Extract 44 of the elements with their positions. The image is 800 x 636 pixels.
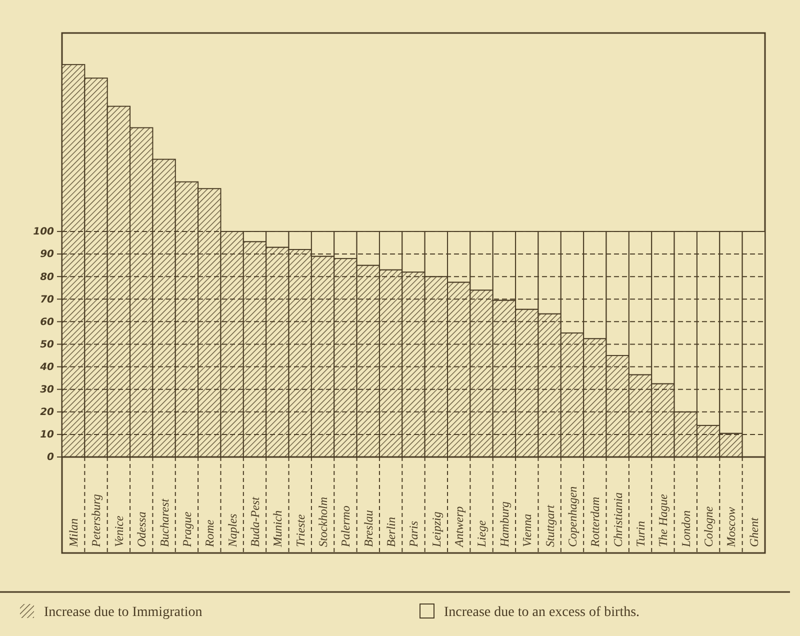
x-tick-label: Christiania	[610, 492, 625, 547]
x-tick-label: Munich	[270, 510, 285, 548]
x-tick-label: Stuttgart	[542, 504, 557, 547]
y-tick-label: 90	[40, 249, 54, 260]
x-tick-label: Prague	[180, 511, 194, 548]
x-tick-label: The Hague	[656, 493, 670, 547]
y-tick-label: 70	[40, 294, 54, 306]
x-tick-label: Liege	[474, 520, 489, 548]
y-tick-label: 0	[47, 452, 54, 464]
x-tick-label: London	[678, 510, 693, 548]
x-tick-label: Bucharest	[157, 498, 172, 547]
x-tick-label: Palermo	[338, 506, 353, 548]
x-tick-label: Breslau	[361, 510, 376, 547]
x-tick-label: Antwerp	[452, 506, 466, 548]
x-tick-label: Paris	[406, 520, 421, 548]
x-tick-label: Vienna	[520, 514, 534, 547]
x-tick-label: Stockholm	[316, 496, 330, 547]
x-tick-label: Cologne	[702, 506, 716, 547]
x-tick-label: Rome	[202, 519, 217, 548]
x-tick-label: Turin	[633, 520, 648, 547]
x-tick-label: Milan	[66, 518, 81, 548]
y-tick-label: 20	[40, 407, 54, 418]
x-tick-label: Leipzig	[429, 512, 444, 548]
y-tick-label: 50	[40, 339, 54, 350]
y-tick-label: 80	[40, 272, 54, 283]
y-tick-label: 10	[40, 430, 54, 441]
x-tick-label: Rotterdam	[588, 496, 602, 548]
legend-label: Increase due to Immigration	[44, 605, 202, 620]
legend-label: Increase due to an excess of births.	[444, 605, 640, 620]
y-tick-label: 60	[40, 316, 54, 328]
x-tick-label: Naples	[225, 513, 240, 548]
x-tick-label: Copenhagen	[565, 486, 580, 547]
x-tick-label: Ghent	[746, 517, 761, 547]
x-tick-label: Moscow	[724, 507, 738, 548]
y-tick-label: 40	[39, 362, 54, 373]
x-tick-label: Venice	[112, 515, 126, 547]
y-tick-label: 100	[33, 226, 54, 238]
y-tick-label: 30	[40, 384, 54, 396]
x-tick-label: Berlin	[384, 517, 398, 547]
x-tick-label: Trieste	[293, 514, 308, 547]
x-tick-label: Hamburg	[497, 501, 512, 548]
x-tick-label: Odessa	[134, 512, 149, 547]
x-tick-label: Petersburg	[89, 494, 104, 548]
x-tick-label: Buda-Pest	[248, 496, 262, 547]
